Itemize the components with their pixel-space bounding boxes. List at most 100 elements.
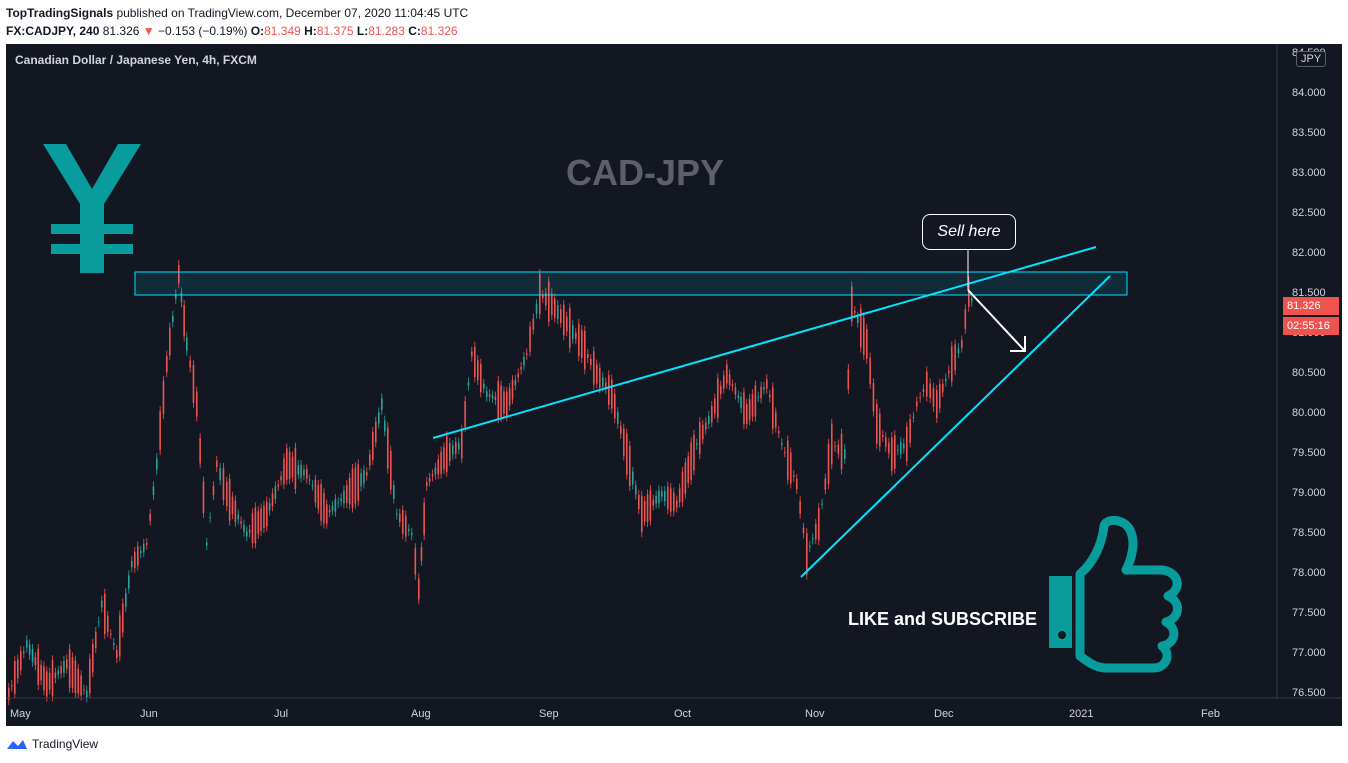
- candle-body: [311, 485, 314, 487]
- open-label: O:: [250, 24, 265, 38]
- candle-body: [440, 451, 442, 474]
- currency-badge[interactable]: JPY: [1296, 51, 1327, 67]
- candle-body: [280, 476, 282, 481]
- candle-body: [554, 298, 556, 318]
- time-axis[interactable]: May Jun Jul Aug Sep Oct Nov Dec 2021 Feb: [10, 708, 1220, 720]
- close-label: C:: [408, 24, 421, 38]
- candle-body: [411, 532, 413, 536]
- candle-body: [714, 398, 716, 414]
- candle-body: [149, 513, 151, 521]
- candle-body: [294, 447, 297, 489]
- price-tick-label: 78.000: [1292, 567, 1326, 579]
- candle-body: [66, 659, 68, 669]
- time-tick-label: Jun: [140, 708, 158, 720]
- candle-body: [317, 484, 320, 509]
- candle-body: [734, 387, 737, 395]
- sell-here-callout[interactable]: Sell here: [922, 214, 1016, 250]
- candle-body: [673, 492, 675, 512]
- candle-body: [885, 437, 887, 447]
- time-tick-label: Dec: [934, 708, 954, 720]
- upper-trendline[interactable]: [432, 246, 1097, 439]
- candle-body: [497, 381, 500, 419]
- candle-body: [545, 292, 547, 306]
- candle-body: [471, 351, 473, 357]
- candle-body: [266, 501, 268, 527]
- candle-body: [474, 346, 476, 378]
- candle-body: [143, 543, 145, 553]
- candle-body: [809, 545, 811, 548]
- resistance-zone[interactable]: [134, 271, 1128, 296]
- lower-trendline[interactable]: [800, 275, 1111, 578]
- candle-body: [251, 513, 254, 544]
- candle-body: [140, 551, 142, 553]
- candle-body: [34, 657, 37, 666]
- candle-body: [180, 292, 183, 303]
- price-tick-label: 79.500: [1292, 447, 1326, 459]
- chart-canvas[interactable]: 84.50084.00083.50083.00082.50082.00081.5…: [6, 44, 1342, 726]
- footer: TradingView: [6, 737, 98, 751]
- candle-body: [387, 427, 389, 469]
- candle-body: [968, 281, 970, 307]
- candle-body: [676, 500, 678, 508]
- low-label: L:: [356, 24, 369, 38]
- candle-body: [539, 273, 541, 315]
- candle-body: [14, 660, 16, 694]
- candle-body: [113, 642, 115, 646]
- chart-pane[interactable]: 84.50084.00083.50083.00082.50082.00081.5…: [6, 44, 1342, 726]
- candle-body: [693, 434, 695, 471]
- candle-body: [971, 298, 973, 302]
- candle-body: [314, 479, 317, 503]
- candle-body: [446, 436, 448, 472]
- candle-body: [912, 417, 915, 419]
- candle-body: [483, 383, 485, 389]
- candle-body: [796, 479, 798, 489]
- candle-body: [420, 547, 423, 561]
- published-info: published on TradingView.com, December 0…: [113, 6, 469, 20]
- candle-body: [378, 412, 380, 424]
- candle-body: [286, 448, 288, 480]
- time-tick-label: Jul: [274, 708, 288, 720]
- tradingview-logo-icon[interactable]: [6, 738, 28, 750]
- candle-body: [243, 524, 245, 532]
- candle-body: [192, 365, 195, 403]
- price-axis[interactable]: 84.50084.00083.50083.00082.50082.00081.5…: [1292, 47, 1326, 699]
- time-tick-label: Sep: [539, 708, 559, 720]
- candle-body: [162, 380, 165, 414]
- candle-body: [396, 513, 398, 515]
- candle-body: [728, 374, 731, 386]
- candle-body: [189, 360, 191, 368]
- candle-body: [477, 360, 479, 380]
- candle-body: [46, 671, 48, 697]
- last-price-label: 81.326: [1283, 297, 1339, 315]
- sell-arrow[interactable]: [967, 289, 1025, 351]
- footer-brand[interactable]: TradingView: [32, 737, 99, 751]
- candle-body: [83, 689, 85, 691]
- candle-body: [961, 340, 963, 348]
- candle-body: [763, 387, 765, 390]
- candle-body: [228, 478, 231, 521]
- candle-body: [488, 394, 491, 397]
- candle-body: [216, 460, 218, 468]
- candle-body: [402, 510, 404, 534]
- candle-body: [183, 305, 185, 337]
- candle-body: [334, 499, 337, 512]
- candle-body: [948, 370, 950, 374]
- candle-body: [690, 442, 692, 480]
- candle-body: [957, 348, 960, 354]
- countdown-label: 02:55:16: [1283, 317, 1339, 335]
- candle-body: [17, 659, 19, 679]
- price-tick-label: 83.000: [1292, 167, 1326, 179]
- author-name[interactable]: TopTradingSignals: [6, 6, 114, 20]
- candle-body: [929, 383, 931, 398]
- candle-body: [523, 356, 525, 366]
- price-tick-label: 82.500: [1292, 207, 1326, 219]
- candle-body: [626, 433, 628, 475]
- candle-body: [107, 616, 109, 632]
- candle-body: [131, 560, 133, 568]
- candle-body: [11, 685, 13, 687]
- candle-body: [414, 548, 417, 575]
- time-tick-label: May: [10, 708, 31, 720]
- like-subscribe-text[interactable]: LIKE and SUBSCRIBE: [848, 609, 1038, 629]
- candle-body: [508, 387, 511, 406]
- candle-body: [840, 433, 843, 470]
